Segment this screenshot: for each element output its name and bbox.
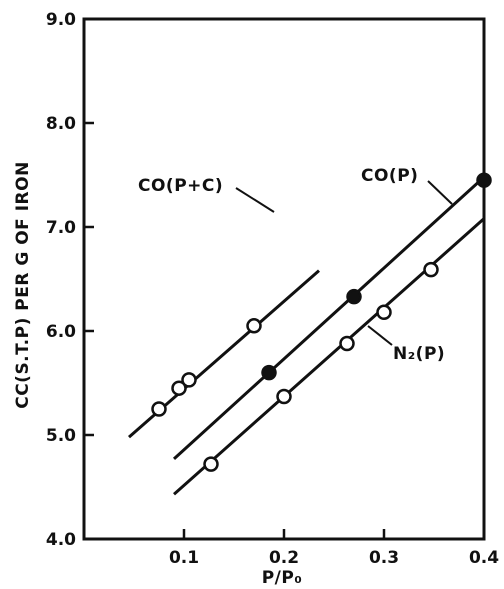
data-point	[376, 304, 392, 321]
x-tick-label: 0.2	[269, 548, 299, 568]
x-tick-label: 0.1	[169, 548, 199, 568]
data-point	[181, 372, 197, 388]
x-tick-label: 0.4	[469, 548, 499, 568]
series-leader-line-2	[367, 325, 393, 346]
fit-lines	[128, 175, 486, 496]
data-point	[346, 288, 362, 305]
x-axis-label: P/P₀	[262, 568, 303, 588]
data-point	[423, 261, 439, 278]
axis-ticks: 0.1 0.2 0.3 0.4 4.0 5.0 6.0 7.0 8.0 9.0	[46, 10, 499, 568]
x-tick-label: 0.3	[369, 548, 399, 568]
data-point	[246, 318, 262, 334]
y-tick-label: 8.0	[46, 114, 76, 134]
y-tick-label: 6.0	[46, 322, 76, 342]
plot-border	[82, 17, 486, 541]
y-tick-label: 9.0	[46, 10, 76, 30]
data-point	[276, 388, 292, 405]
plot-frame	[82, 17, 486, 541]
series-label-1: CO(P)	[361, 166, 418, 186]
data-point	[151, 401, 167, 417]
series-line-1	[172, 175, 486, 461]
data-point	[171, 380, 187, 396]
y-tick-label: 4.0	[46, 530, 76, 550]
data-points	[151, 172, 492, 472]
series-leader-line-1	[427, 180, 453, 205]
series-label-0: CO(P+C)	[138, 176, 223, 196]
series-leader-line-0	[235, 187, 275, 213]
y-axis-label: CC(S.T.P) PER G OF IRON	[13, 161, 33, 409]
data-point	[261, 364, 277, 381]
y-tick-label: 5.0	[46, 426, 76, 446]
y-tick-label: 7.0	[46, 218, 76, 238]
series-label-2: N₂(P)	[393, 344, 445, 364]
data-point	[339, 335, 355, 352]
series-labels: CO(P+C) CO(P) N₂(P)	[138, 166, 453, 364]
data-point	[476, 172, 492, 188]
data-point	[203, 456, 219, 472]
